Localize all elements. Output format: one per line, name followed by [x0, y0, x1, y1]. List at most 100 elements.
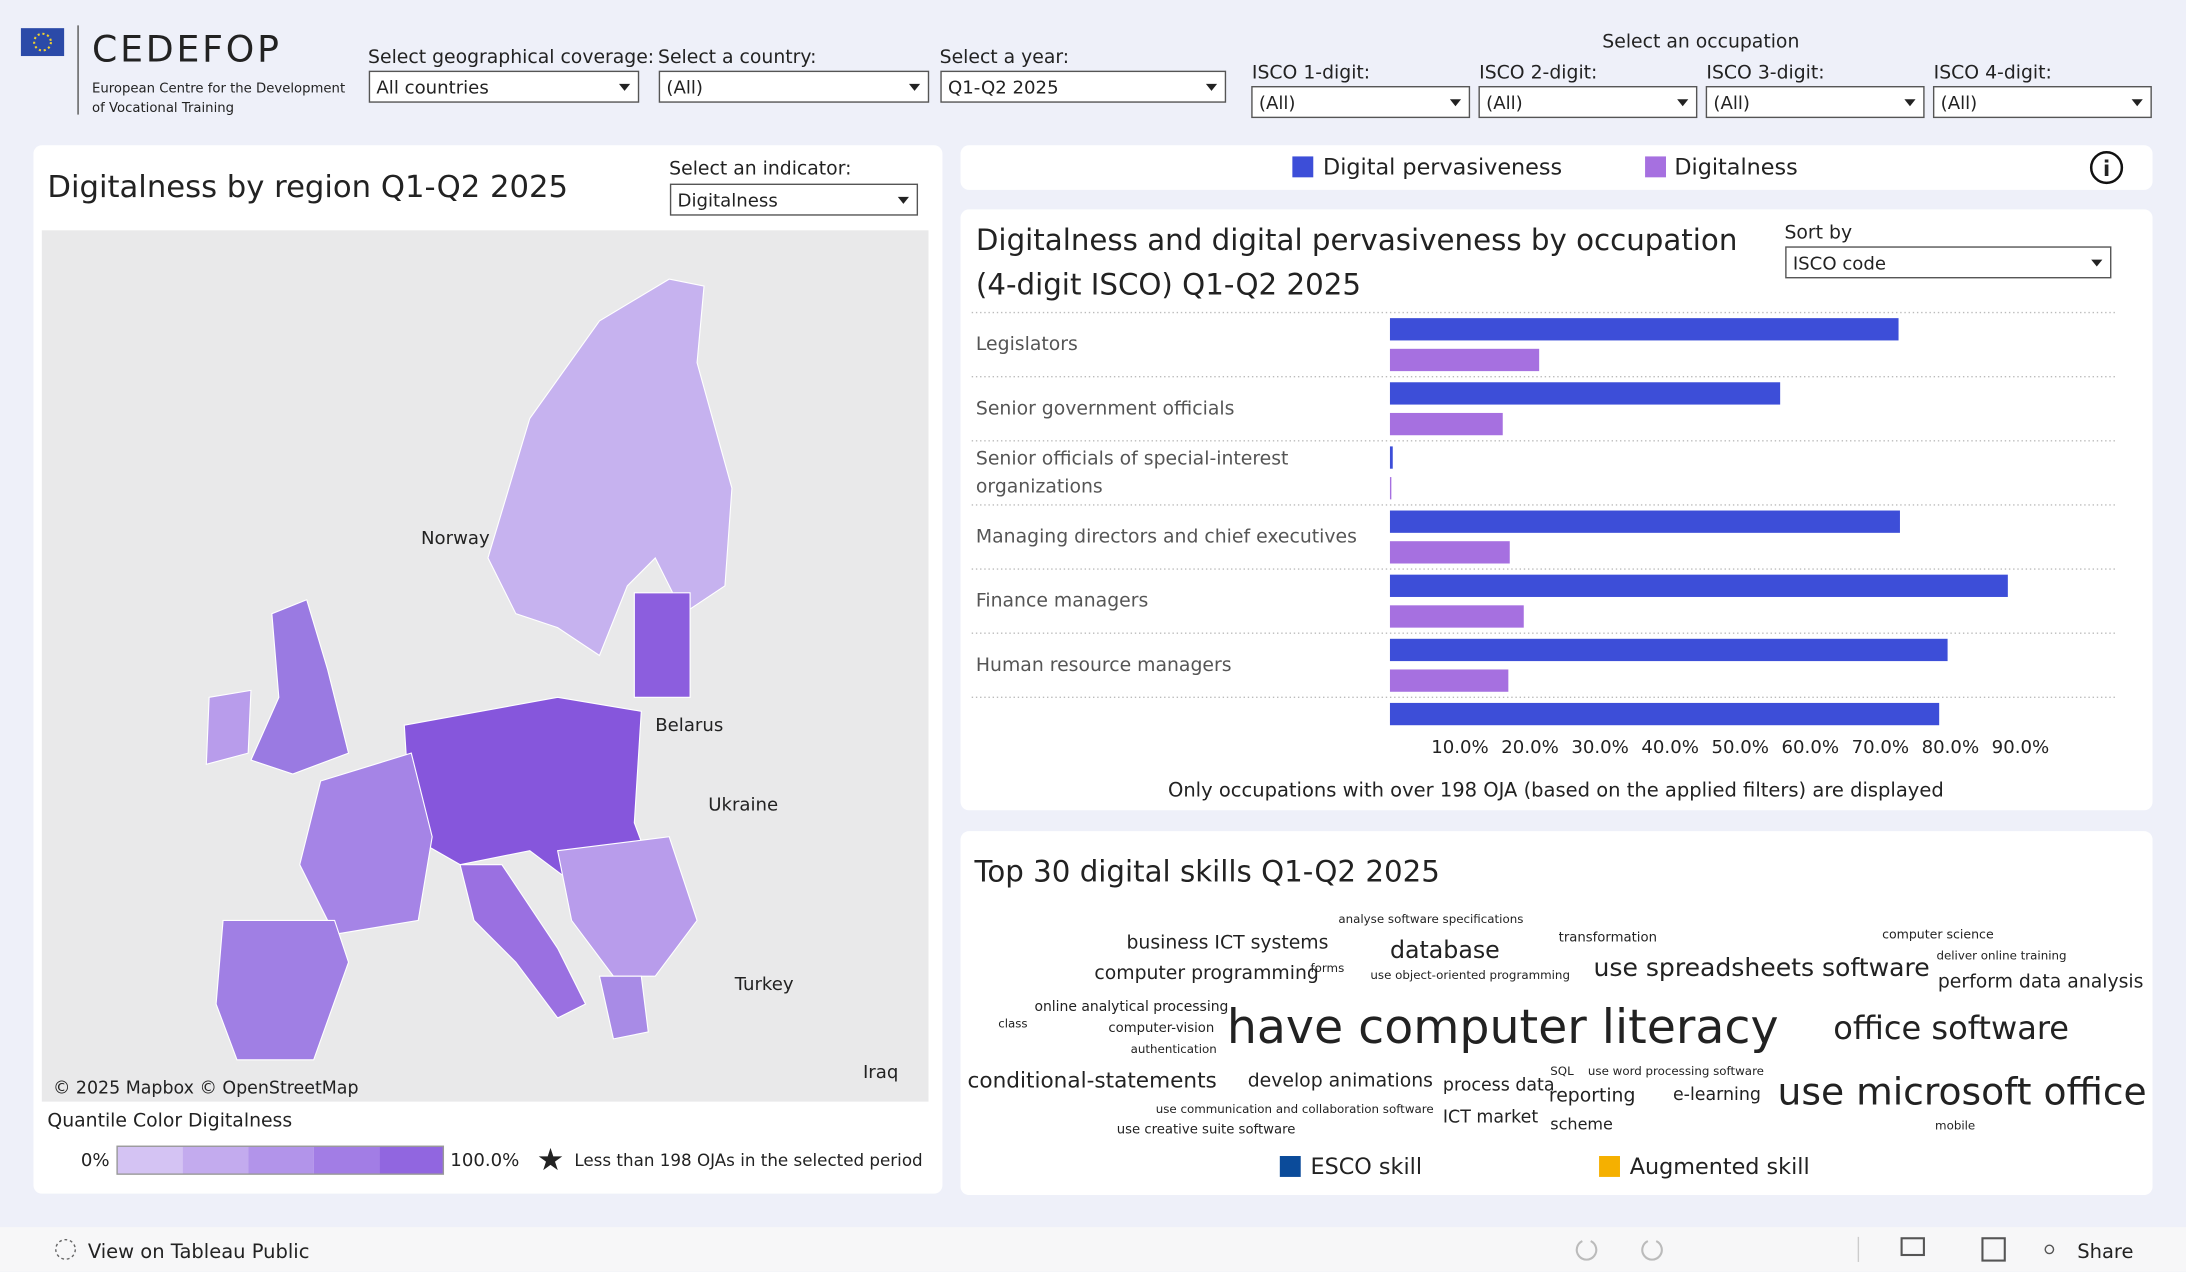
eu-stars: [33, 32, 52, 52]
info-icon[interactable]: i: [2103, 157, 2110, 181]
map-area: [41, 230, 929, 1102]
legend-swatch: [1292, 156, 1314, 178]
skill-word: e-learning: [1673, 1085, 1761, 1105]
info-button[interactable]: [2089, 150, 2124, 185]
x-tick-label: 30.0%: [1571, 737, 1629, 758]
x-tick-label: 50.0%: [1711, 737, 1769, 758]
dropdown[interactable]: [940, 70, 1227, 103]
map-region: [556, 836, 698, 977]
dropdown-value[interactable]: All countries: [376, 78, 488, 99]
map-region: [205, 689, 252, 765]
filter-label: Select geographical coverage:: [368, 47, 654, 68]
place-label: Turkey: [734, 974, 794, 995]
legend-label: ESCO skill: [1310, 1154, 1422, 1180]
skill-word: database: [1390, 936, 1500, 964]
filter-label: ISCO 1-digit:: [1252, 62, 1370, 83]
x-tick-label: 60.0%: [1782, 737, 1840, 758]
bar: [1389, 638, 1948, 662]
dropdown-value[interactable]: (All): [1941, 93, 1978, 114]
legend-swatch: [117, 1146, 183, 1175]
dropdown-value[interactable]: Q1-Q2 2025: [948, 78, 1059, 99]
place-label: Ukraine: [708, 794, 778, 815]
dropdown[interactable]: [1705, 86, 1925, 119]
footer-link[interactable]: View on Tableau Public: [88, 1240, 310, 1263]
bar: [1389, 348, 1540, 372]
dropdown-arrow[interactable]: [908, 83, 921, 91]
dropdown-value[interactable]: (All): [1486, 93, 1523, 114]
bar-title: Digitalness and digital pervasiveness by…: [975, 223, 1738, 302]
dropdown-arrow[interactable]: [618, 83, 631, 91]
skill-word: transformation: [1559, 930, 1657, 945]
skill-word: authentication: [1131, 1042, 1217, 1056]
skill-word: computer-vision: [1108, 1021, 1214, 1036]
tableau-icon: [55, 1238, 76, 1260]
comment-icon[interactable]: [1900, 1237, 1925, 1257]
map-legend-min: 0%: [81, 1150, 110, 1171]
legend-label: Digitalness: [1674, 155, 1797, 181]
skill-word: business ICT systems: [1126, 932, 1328, 953]
x-tick-label: 80.0%: [1922, 737, 1980, 758]
dropdown[interactable]: [1478, 86, 1698, 119]
skill-word: use object-oriented programming: [1370, 968, 1570, 982]
bar: [1389, 702, 1940, 726]
map-legend-title: Quantile Color Digitalness: [47, 1111, 292, 1132]
map-region: [598, 975, 649, 1040]
dropdown-value[interactable]: Digitalness: [678, 191, 778, 212]
share-icon[interactable]: [2044, 1244, 2055, 1255]
dropdown[interactable]: [658, 70, 930, 103]
bar: [1389, 446, 1393, 469]
redo-icon[interactable]: [1641, 1240, 1663, 1261]
legend-swatch: [1279, 1156, 1301, 1177]
share-button[interactable]: Share: [2077, 1240, 2133, 1263]
dropdown-value[interactable]: (All): [1713, 93, 1750, 114]
fullscreen-icon[interactable]: [1981, 1237, 2006, 1262]
dropdown-arrow[interactable]: [1205, 83, 1218, 91]
category-label: Legislators: [975, 333, 1078, 356]
map-region: [299, 752, 433, 935]
dropdown-value[interactable]: ISCO code: [1793, 253, 1886, 274]
dropdown-arrow[interactable]: [2131, 99, 2143, 107]
skill-word: perform data analysis: [1938, 971, 2144, 992]
skill-word: SQL: [1550, 1064, 1574, 1078]
dropdown[interactable]: [368, 70, 640, 103]
dropdown-value[interactable]: (All): [666, 78, 703, 99]
bar: [1389, 477, 1392, 500]
category-label: Senior officials of special-interest org…: [975, 447, 1289, 498]
dropdown[interactable]: [1785, 246, 2112, 279]
legend-swatch: [248, 1146, 314, 1175]
undo-icon[interactable]: [1575, 1240, 1598, 1261]
dropdown-arrow[interactable]: [1449, 99, 1462, 107]
map-region: [215, 919, 350, 1061]
footer-bar: [0, 1227, 2186, 1272]
skill-word: deliver online training: [1936, 948, 2066, 962]
bar: [1389, 574, 2008, 597]
skill-word: reporting: [1549, 1086, 1636, 1107]
skill-word: analyse software specifications: [1338, 912, 1523, 926]
place-label: Iraq: [863, 1062, 898, 1083]
dropdown-arrow[interactable]: [1677, 99, 1689, 107]
legend-swatch: [313, 1146, 380, 1175]
category-label: Senior government officials: [975, 397, 1235, 420]
legend-label: Augmented skill: [1630, 1154, 1810, 1180]
skill-word: office software: [1833, 1009, 2069, 1047]
bar: [1389, 605, 1524, 628]
dropdown-arrow[interactable]: [2091, 259, 2103, 267]
bar: [1389, 318, 1899, 341]
bar-note: Only occupations with over 198 OJA (base…: [1168, 778, 1944, 801]
dropdown[interactable]: [1932, 86, 2152, 119]
dropdown[interactable]: [669, 183, 919, 216]
filter-label: ISCO 4-digit:: [1934, 62, 2052, 83]
bar: [1389, 382, 1781, 405]
dropdown-arrow[interactable]: [897, 196, 909, 204]
dropdown-arrow[interactable]: [1904, 99, 1916, 107]
map-region: [633, 592, 691, 698]
dropdown-value[interactable]: (All): [1259, 93, 1296, 114]
star-icon: ★: [537, 1143, 564, 1178]
x-tick-label: 20.0%: [1501, 737, 1559, 758]
category-label: Human resource managers: [975, 654, 1232, 677]
dropdown[interactable]: [1251, 86, 1471, 119]
skill-word: ICT market: [1443, 1108, 1538, 1128]
map-regions: [205, 278, 733, 1061]
skill-word: online analytical processing: [1034, 999, 1228, 1015]
